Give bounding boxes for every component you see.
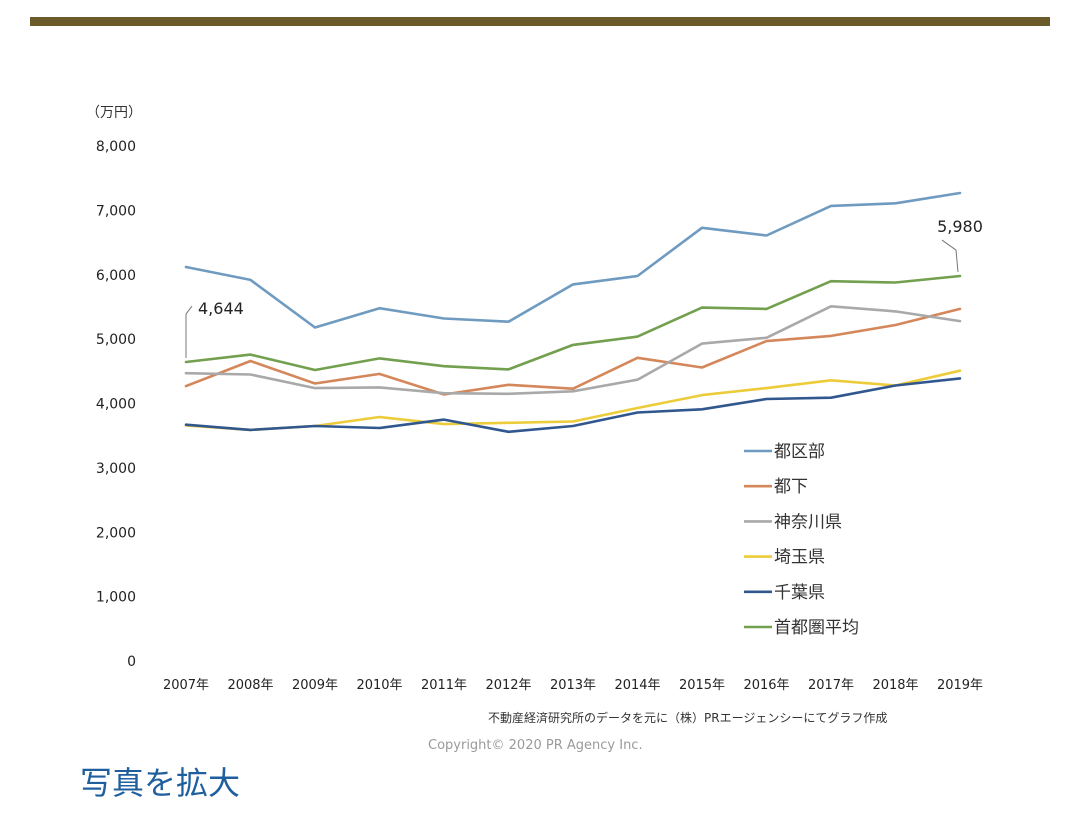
x-tick-label: 2008年 bbox=[227, 678, 273, 693]
legend-label: 首都圏平均 bbox=[774, 618, 859, 638]
x-tick-label: 2009年 bbox=[292, 678, 338, 693]
x-tick-label: 2013年 bbox=[550, 678, 596, 693]
x-tick-label: 2015年 bbox=[679, 678, 725, 693]
x-tick-label: 2018年 bbox=[872, 678, 918, 693]
y-tick-label: 4,000 bbox=[96, 397, 136, 413]
x-tick-label: 2007年 bbox=[163, 678, 209, 693]
annotation-label: 4,644 bbox=[198, 299, 244, 318]
y-tick-label: 1,000 bbox=[96, 590, 136, 606]
x-tick-label: 2012年 bbox=[485, 678, 531, 693]
legend-label: 神奈川県 bbox=[774, 512, 842, 532]
series-line-0 bbox=[184, 191, 962, 329]
x-tick-label: 2019年 bbox=[937, 678, 983, 693]
series-line-1 bbox=[184, 307, 962, 396]
y-axis-unit-label: （万円） bbox=[86, 105, 142, 121]
y-tick-label: 3,000 bbox=[96, 461, 136, 477]
legend-label: 都区部 bbox=[774, 442, 825, 462]
x-tick-label: 2014年 bbox=[614, 678, 660, 693]
y-tick-label: 6,000 bbox=[96, 268, 136, 284]
top-accent-bar bbox=[30, 17, 1050, 26]
x-tick-label: 2016年 bbox=[743, 678, 789, 693]
copyright-text: Copyright© 2020 PR Agency Inc. bbox=[428, 738, 643, 753]
x-tick-label: 2017年 bbox=[808, 678, 854, 693]
y-axis-ticks: 0 1,000 2,000 3,000 4,000 5,000 6,000 7,000 8,00… bbox=[96, 139, 136, 670]
source-note: 不動産経済研究所のデータを元に（株）PRエージェンシーにてグラフ作成 bbox=[488, 710, 887, 725]
line-chart: （万円） 0 1,000 2,000 3,000 4,000 5,000 6,000 7,00… bbox=[86, 105, 983, 753]
y-tick-label: 0 bbox=[127, 654, 136, 670]
x-tick-label: 2011年 bbox=[421, 678, 467, 693]
series-line-4 bbox=[184, 377, 962, 434]
annotations: 4,644 5,980 bbox=[185, 217, 983, 359]
y-tick-label: 2,000 bbox=[96, 525, 136, 541]
series-line-5 bbox=[184, 274, 962, 372]
series-lines bbox=[184, 191, 962, 434]
y-tick-label: 8,000 bbox=[96, 139, 136, 155]
y-tick-label: 7,000 bbox=[96, 203, 136, 219]
legend-label: 千葉県 bbox=[774, 583, 825, 603]
y-tick-label: 5,000 bbox=[96, 332, 136, 348]
legend-label: 都下 bbox=[774, 477, 808, 497]
series-line-2 bbox=[184, 304, 962, 396]
annotation-leader bbox=[185, 305, 193, 359]
annotation-leader bbox=[941, 239, 959, 273]
annotation-label: 5,980 bbox=[937, 217, 983, 236]
x-tick-label: 2010年 bbox=[356, 678, 402, 693]
x-axis-ticks: 2007年 2008年 2009年 2010年 2011年 2012年 2013年 2014年… bbox=[163, 678, 983, 693]
expand-photo-link[interactable]: 写真を拡大 bbox=[80, 764, 241, 802]
legend-label: 埼玉県 bbox=[774, 548, 825, 568]
